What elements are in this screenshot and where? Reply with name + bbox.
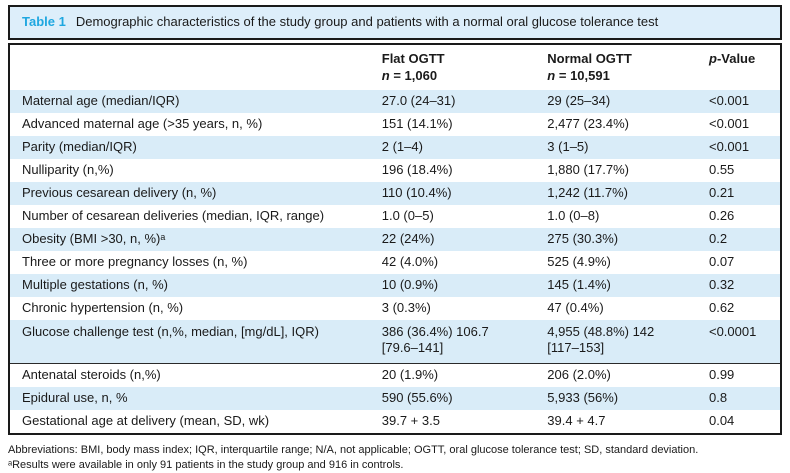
p-value: <0.001 — [702, 136, 780, 159]
p-value: 0.04 — [702, 410, 780, 433]
header-row: Flat OGTT n = 1,060 Normal OGTT n = 10,591… — [10, 45, 780, 90]
table-row: Number of cesarean deliveries (median, I… — [10, 205, 780, 228]
flat-ogtt-value: 3 (0.3%) — [375, 297, 542, 320]
row-label: Nulliparity (n,%) — [10, 159, 376, 182]
abbreviations-note: Abbreviations: BMI, body mass index; IQR… — [8, 444, 699, 456]
normal-ogtt-value: 47 (0.4%) — [541, 297, 703, 320]
flat-ogtt-value: 39.7 + 3.5 — [375, 410, 542, 433]
row-label: Maternal age (median/IQR) — [10, 90, 376, 113]
normal-ogtt-title: Normal OGTT — [547, 51, 632, 66]
flat-ogtt-value: 110 (10.4%) — [375, 182, 542, 205]
p-value: <0.001 — [702, 113, 780, 136]
table-row: Antenatal steroids (n,%) 20 (1.9%) 206 (… — [10, 363, 780, 387]
row-label: Three or more pregnancy losses (n, %) — [10, 251, 376, 274]
table-number-label: Table 1 — [22, 14, 66, 29]
row-label: Multiple gestations (n, %) — [10, 274, 376, 297]
row-label: Chronic hypertension (n, %) — [10, 297, 376, 320]
table-row: Epidural use, n, % 590 (55.6%) 5,933 (56… — [10, 387, 780, 410]
row-label: Number of cesarean deliveries (median, I… — [10, 205, 376, 228]
table-title-bar: Table 1 Demographic characteristics of th… — [8, 5, 782, 40]
p-value: 0.21 — [702, 182, 780, 205]
table-footnotes: Abbreviations: BMI, body mass index; IQR… — [8, 443, 782, 473]
flat-n-count: = 1,060 — [389, 68, 438, 83]
normal-n-count: = 10,591 — [555, 68, 610, 83]
demographics-table: Flat OGTT n = 1,060 Normal OGTT n = 10,591… — [10, 45, 780, 433]
p-symbol: p — [708, 51, 717, 66]
flat-ogtt-value: 10 (0.9%) — [375, 274, 542, 297]
row-label: Gestational age at delivery (mean, SD, w… — [10, 410, 376, 433]
table-row: Nulliparity (n,%) 196 (18.4%) 1,880 (17.… — [10, 159, 780, 182]
flat-ogtt-value: 1.0 (0–5) — [375, 205, 542, 228]
normal-ogtt-value: 1,242 (11.7%) — [541, 182, 703, 205]
flat-ogtt-value: 151 (14.1%) — [375, 113, 542, 136]
p-value: 0.8 — [702, 387, 780, 410]
table-row: Gestational age at delivery (mean, SD, w… — [10, 410, 780, 433]
normal-ogtt-value: 525 (4.9%) — [541, 251, 703, 274]
normal-ogtt-value: 275 (30.3%) — [541, 228, 703, 251]
table-row: Multiple gestations (n, %) 10 (0.9%) 145… — [10, 274, 780, 297]
row-label: Antenatal steroids (n,%) — [10, 363, 376, 387]
p-value: 0.26 — [702, 205, 780, 228]
p-value: <0.001 — [702, 90, 780, 113]
normal-n-symbol: n — [547, 68, 556, 83]
table-title: Demographic characteristics of the study… — [75, 14, 659, 29]
p-value: 0.32 — [702, 274, 780, 297]
flat-ogtt-value: 27.0 (24–31) — [375, 90, 542, 113]
normal-ogtt-value: 2,477 (23.4%) — [541, 113, 703, 136]
row-label: Advanced maternal age (>35 years, n, %) — [10, 113, 376, 136]
row-label: Obesity (BMI >30, n, %)ᵃ — [10, 228, 376, 251]
table-row: Parity (median/IQR) 2 (1–4) 3 (1–5) <0.0… — [10, 136, 780, 159]
normal-ogtt-value: 1.0 (0–8) — [541, 205, 703, 228]
results-availability-note: ᵃResults were available in only 91 patie… — [8, 459, 404, 471]
flat-ogtt-value: 20 (1.9%) — [375, 363, 542, 387]
p-value: 0.55 — [702, 159, 780, 182]
table-row: Advanced maternal age (>35 years, n, %) … — [10, 113, 780, 136]
header-normal-ogtt: Normal OGTT n = 10,591 — [541, 45, 703, 90]
normal-ogtt-value: 145 (1.4%) — [541, 274, 703, 297]
row-label: Parity (median/IQR) — [10, 136, 376, 159]
normal-ogtt-value: 206 (2.0%) — [541, 363, 703, 387]
table-row: Glucose challenge test (n,%, median, [mg… — [10, 320, 780, 364]
table-header: Flat OGTT n = 1,060 Normal OGTT n = 10,591… — [10, 45, 780, 90]
flat-ogtt-value: 590 (55.6%) — [375, 387, 542, 410]
p-value: 0.07 — [702, 251, 780, 274]
flat-ogtt-value: 386 (36.4%) 106.7 [79.6–141] — [375, 320, 542, 364]
header-empty-cell — [10, 45, 376, 90]
table-row: Three or more pregnancy losses (n, %) 42… — [10, 251, 780, 274]
p-value: 0.99 — [702, 363, 780, 387]
flat-ogtt-value: 42 (4.0%) — [375, 251, 542, 274]
p-value: 0.62 — [702, 297, 780, 320]
table-row: Maternal age (median/IQR) 27.0 (24–31) 2… — [10, 90, 780, 113]
normal-ogtt-value: 39.4 + 4.7 — [541, 410, 703, 433]
row-label: Previous cesarean delivery (n, %) — [10, 182, 376, 205]
flat-ogtt-value: 2 (1–4) — [375, 136, 542, 159]
flat-ogtt-value: 196 (18.4%) — [375, 159, 542, 182]
normal-ogtt-value: 5,933 (56%) — [541, 387, 703, 410]
table-row: Chronic hypertension (n, %) 3 (0.3%) 47 … — [10, 297, 780, 320]
row-label: Epidural use, n, % — [10, 387, 376, 410]
table-row: Obesity (BMI >30, n, %)ᵃ 22 (24%) 275 (3… — [10, 228, 780, 251]
header-flat-ogtt: Flat OGTT n = 1,060 — [375, 45, 542, 90]
table-body: Maternal age (median/IQR) 27.0 (24–31) 2… — [10, 90, 780, 433]
normal-ogtt-value: 29 (25–34) — [541, 90, 703, 113]
header-p-value: p-Value — [702, 45, 780, 90]
table-row: Previous cesarean delivery (n, %) 110 (1… — [10, 182, 780, 205]
flat-n-symbol: n — [381, 68, 390, 83]
p-value: <0.0001 — [702, 320, 780, 364]
p-value-title: -Value — [716, 51, 756, 66]
flat-ogtt-title: Flat OGTT — [381, 51, 445, 66]
demographics-table-container: Flat OGTT n = 1,060 Normal OGTT n = 10,591… — [8, 43, 782, 435]
normal-ogtt-value: 1,880 (17.7%) — [541, 159, 703, 182]
flat-ogtt-value: 22 (24%) — [375, 228, 542, 251]
normal-ogtt-value: 4,955 (48.8%) 142 [117–153] — [541, 320, 703, 364]
p-value: 0.2 — [702, 228, 780, 251]
row-label: Glucose challenge test (n,%, median, [mg… — [10, 320, 376, 364]
normal-ogtt-value: 3 (1–5) — [541, 136, 703, 159]
